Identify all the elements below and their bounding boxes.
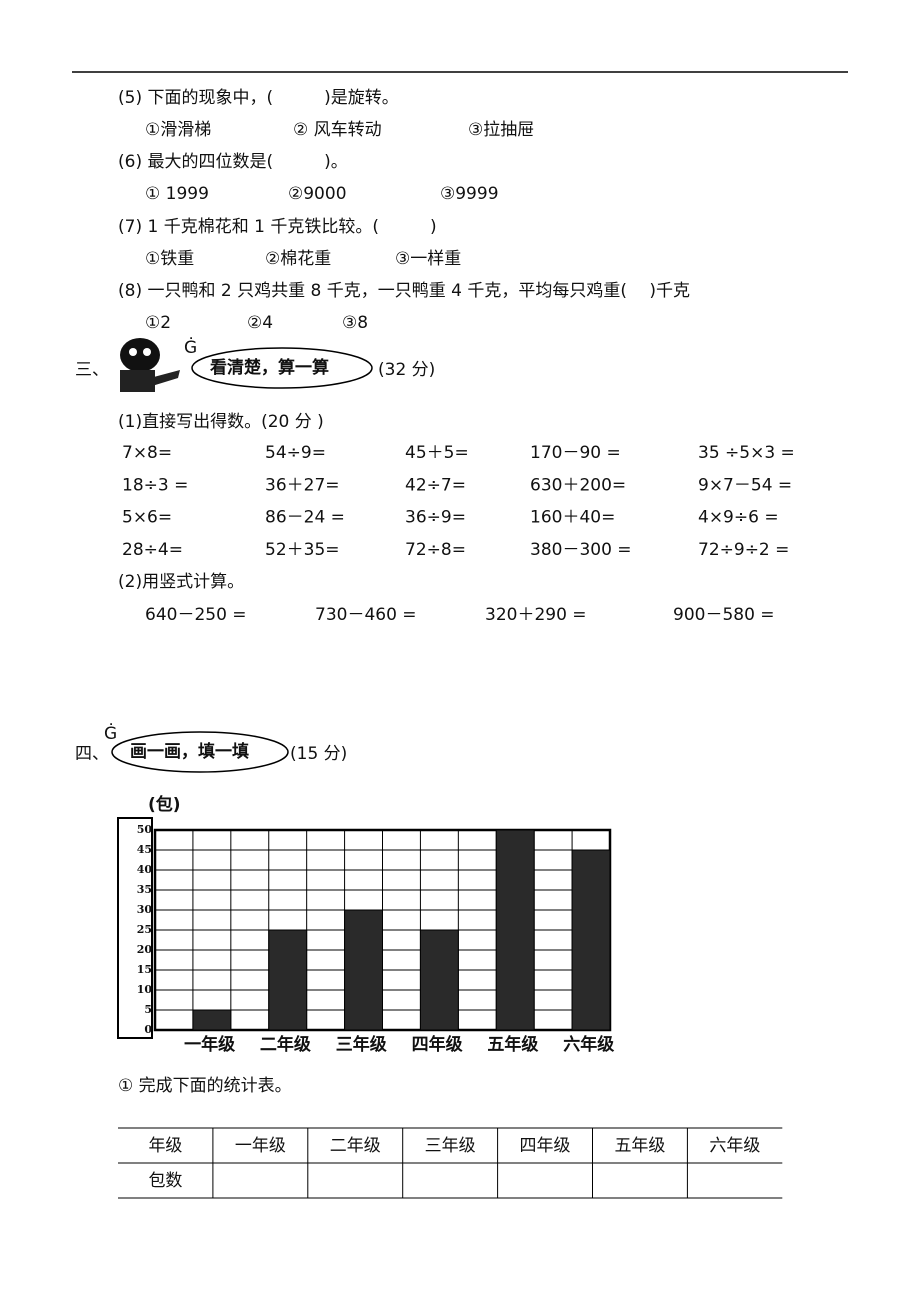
y-axis-frame: [117, 817, 153, 1039]
cartoon: [120, 338, 180, 392]
expression: 45＋5=: [405, 443, 469, 463]
section-number: 三、: [75, 360, 109, 380]
option: ①滑滑梯: [145, 120, 211, 140]
table-header: 年级: [148, 1136, 182, 1156]
bar: [571, 849, 611, 1031]
question-stem: (8) 一只鸭和 2 只鸡共重 8 千克，一只鸭重 4 千克，平均每只鸡重( )…: [118, 281, 690, 301]
expression: 18÷3 =: [122, 475, 188, 495]
y-axis-label: (包): [148, 794, 181, 815]
option: ③8: [342, 313, 368, 333]
y-tick-label: 50: [137, 823, 153, 836]
option: ①2: [145, 313, 171, 333]
table-header: 六年级: [709, 1136, 760, 1156]
x-tick-label: 三年级: [336, 1034, 387, 1055]
x-tick-label: 二年级: [260, 1034, 311, 1055]
table-header: 五年级: [614, 1136, 665, 1156]
title-bubble: [191, 347, 373, 389]
expression: 730－460 =: [315, 605, 417, 625]
y-tick-label: 30: [137, 903, 153, 916]
expression: 9×7－54 =: [698, 475, 792, 495]
x-tick-label: 五年级: [487, 1034, 538, 1055]
x-tick-label: 一年级: [184, 1034, 235, 1055]
option: ③一样重: [395, 249, 461, 269]
section-score: (32 分): [378, 360, 435, 380]
section-mark: Ġ: [104, 722, 117, 744]
expression: 4×9÷6 =: [698, 508, 779, 528]
y-tick-label: 5: [144, 1003, 152, 1016]
option: ②9000: [288, 184, 347, 204]
task: ① 完成下面的统计表。: [118, 1076, 292, 1096]
option: ③9999: [440, 184, 499, 204]
table-row-label: 包数: [148, 1171, 182, 1191]
option: ②4: [247, 313, 273, 333]
table-header: 四年级: [520, 1136, 571, 1156]
y-tick-label: 20: [137, 943, 153, 956]
expression: 170－90 =: [530, 443, 621, 463]
expression: 5×6=: [122, 508, 172, 528]
y-tick-label: 45: [137, 843, 152, 856]
section-score: (15 分): [290, 744, 347, 764]
section-number: 四、: [75, 744, 109, 764]
y-tick-label: 0: [144, 1023, 152, 1036]
table-header: 三年级: [425, 1136, 476, 1156]
question-stem: (7) 1 千克棉花和 1 千克铁比较。( ): [118, 217, 437, 237]
part-title: (1)直接写出得数。(20 分 ): [118, 412, 324, 432]
expression: 72÷9÷2 =: [698, 540, 789, 560]
bar: [419, 929, 459, 1031]
expression: 35 ÷5×3 =: [698, 443, 795, 463]
x-tick-label: 四年级: [412, 1034, 463, 1055]
expression: 42÷7=: [405, 475, 466, 495]
part-title: (2)用竖式计算。: [118, 572, 244, 592]
y-tick-label: 35: [137, 883, 152, 896]
section-title: 看清楚，算一算: [209, 357, 329, 378]
expression: 380－300 =: [530, 540, 632, 560]
bar: [192, 1009, 232, 1031]
expression: 900－580 =: [673, 605, 775, 625]
expression: 640－250 =: [145, 605, 247, 625]
bar: [268, 929, 308, 1031]
bar: [344, 909, 384, 1031]
expression: 36＋27=: [265, 475, 340, 495]
section-mark: Ġ: [184, 336, 197, 358]
y-tick-label: 25: [137, 923, 152, 936]
question-stem: (6) 最大的四位数是( )。: [118, 152, 348, 172]
table-header: 二年级: [330, 1136, 381, 1156]
option: ②棉花重: [265, 249, 331, 269]
table-header: 一年级: [235, 1136, 286, 1156]
option: ② 风车转动: [293, 120, 382, 140]
expression: 54÷9=: [265, 443, 326, 463]
section-title: 画一画，填一填: [130, 741, 249, 762]
y-tick-label: 10: [137, 983, 153, 996]
option: ①铁重: [145, 249, 194, 269]
expression: 28÷4=: [122, 540, 183, 560]
expression: 320＋290 =: [485, 605, 587, 625]
title-bubble: [111, 731, 289, 773]
expression: 7×8=: [122, 443, 172, 463]
x-tick-label: 六年级: [563, 1034, 614, 1055]
expression: 52＋35=: [265, 540, 340, 560]
expression: 72÷8=: [405, 540, 466, 560]
expression: 160＋40=: [530, 508, 615, 528]
option: ③拉抽屉: [468, 120, 534, 140]
expression: 86－24 =: [265, 508, 345, 528]
expression: 630＋200=: [530, 475, 626, 495]
y-tick-label: 40: [137, 863, 153, 876]
bar: [495, 829, 535, 1031]
option: ① 1999: [145, 184, 209, 204]
y-tick-label: 15: [137, 963, 152, 976]
question-stem: (5) 下面的现象中，( )是旋转。: [118, 88, 399, 108]
expression: 36÷9=: [405, 508, 466, 528]
